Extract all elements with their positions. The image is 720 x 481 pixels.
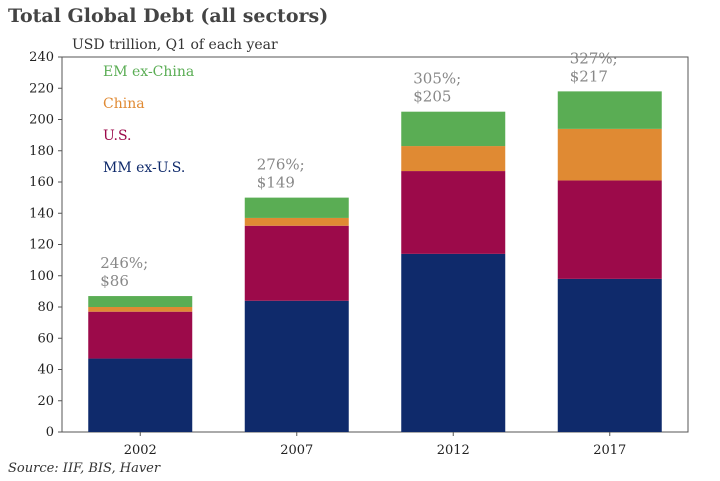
x-tick-label: 2002 bbox=[124, 443, 157, 458]
bar-segment bbox=[244, 197, 349, 218]
bars bbox=[88, 91, 662, 432]
bar-segment bbox=[557, 180, 662, 279]
legend-entry: MM ex-U.S. bbox=[103, 160, 185, 176]
y-tick-label: 140 bbox=[29, 206, 54, 221]
bar-segment bbox=[88, 358, 193, 432]
bar-total-label: 276%; bbox=[257, 156, 305, 174]
y-tick-label: 180 bbox=[29, 144, 54, 159]
bar-segment bbox=[557, 128, 662, 181]
y-tick-label: 0 bbox=[46, 425, 54, 440]
bar-segment bbox=[557, 91, 662, 129]
source-note: Source: IIF, BIS, Haver bbox=[8, 461, 161, 476]
y-axis: 0 20 40 60 80 100 120 140 160 180 200 220 240 bbox=[29, 50, 62, 440]
y-tick-label: 40 bbox=[37, 363, 54, 378]
y-tick-label: 100 bbox=[29, 269, 54, 284]
bar-segment bbox=[401, 171, 506, 254]
x-axis: 2002 2007 2012 2017 bbox=[124, 432, 626, 458]
bar-segment bbox=[244, 300, 349, 432]
y-tick-label: 80 bbox=[37, 300, 54, 315]
legend-entry: EM ex-China bbox=[103, 64, 194, 80]
bar-segment bbox=[401, 146, 506, 172]
legend-entry: U.S. bbox=[103, 128, 132, 144]
bar-total-value: $205 bbox=[413, 88, 451, 106]
y-tick-label: 60 bbox=[37, 331, 54, 346]
y-tick-label: 240 bbox=[29, 50, 54, 65]
annotations: 246%;$86 276%;$149 305%;$205 327%;$217 bbox=[100, 49, 617, 290]
chart-subtitle: USD trillion, Q1 of each year bbox=[72, 37, 278, 53]
y-tick-label: 200 bbox=[29, 113, 54, 128]
x-tick-label: 2017 bbox=[593, 443, 626, 458]
legend-entry: China bbox=[103, 96, 145, 112]
bar-total-value: $149 bbox=[257, 174, 295, 192]
y-tick-label: 220 bbox=[29, 81, 54, 96]
x-tick-label: 2012 bbox=[437, 443, 470, 458]
y-tick-label: 20 bbox=[37, 394, 54, 409]
bar-total-value: $86 bbox=[100, 272, 129, 290]
bar-total-label: 246%; bbox=[100, 254, 148, 272]
bar-segment bbox=[244, 225, 349, 301]
chart-title: Total Global Debt (all sectors) bbox=[8, 5, 328, 27]
y-tick-label: 160 bbox=[29, 175, 54, 190]
bar-segment bbox=[88, 311, 193, 359]
bar-segment bbox=[401, 253, 506, 432]
bar-segment bbox=[244, 217, 349, 226]
bar-segment bbox=[557, 278, 662, 432]
bar-segment bbox=[88, 296, 193, 307]
bar-total-value: $217 bbox=[570, 67, 608, 85]
y-tick-label: 120 bbox=[29, 238, 54, 253]
bar-segment bbox=[88, 307, 193, 312]
legend: EM ex-China China U.S. MM ex-U.S. bbox=[103, 64, 194, 176]
x-tick-label: 2007 bbox=[280, 443, 313, 458]
bar-total-label: 327%; bbox=[570, 49, 618, 67]
bar-segment bbox=[401, 111, 506, 147]
bar-total-label: 305%; bbox=[413, 70, 461, 88]
